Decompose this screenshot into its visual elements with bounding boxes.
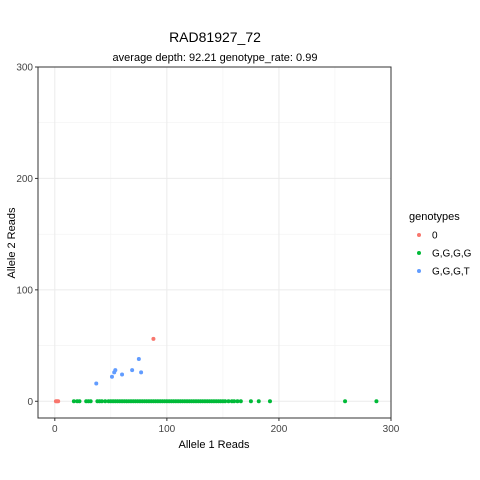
x-tick-label: 100 bbox=[159, 424, 176, 435]
data-point bbox=[120, 373, 124, 377]
legend: genotypes 0 G,G,G,G G,G,G,T bbox=[409, 211, 472, 278]
legend-title: genotypes bbox=[409, 211, 460, 223]
data-point bbox=[374, 399, 378, 403]
data-point bbox=[94, 381, 98, 385]
data-point bbox=[257, 399, 261, 403]
data-points bbox=[54, 337, 379, 403]
legend-key bbox=[417, 251, 421, 255]
data-point bbox=[343, 399, 347, 403]
x-tick-label: 300 bbox=[383, 424, 400, 435]
legend-key bbox=[417, 269, 421, 273]
legend-label: 0 bbox=[432, 231, 438, 242]
x-tick-label: 0 bbox=[52, 424, 58, 435]
data-point bbox=[56, 399, 60, 403]
chart-subtitle: average depth: 92.21 genotype_rate: 0.99 bbox=[113, 52, 318, 64]
chart-title: RAD81927_72 bbox=[169, 29, 261, 45]
data-point bbox=[113, 368, 117, 372]
plot-panel-border bbox=[38, 67, 391, 418]
data-point bbox=[249, 399, 253, 403]
data-point bbox=[77, 399, 81, 403]
grid-lines bbox=[38, 67, 391, 418]
data-point bbox=[110, 375, 114, 379]
data-point bbox=[139, 370, 143, 374]
x-tick-label: 200 bbox=[271, 424, 288, 435]
legend-key bbox=[417, 233, 421, 237]
data-point bbox=[130, 368, 134, 372]
legend-label: G,G,G,G bbox=[432, 249, 472, 260]
x-axis-label: Allele 1 Reads bbox=[179, 439, 250, 451]
data-point bbox=[151, 337, 155, 341]
y-axis-label: Allele 2 Reads bbox=[6, 207, 18, 278]
data-point bbox=[268, 399, 272, 403]
data-point bbox=[137, 357, 141, 361]
data-point bbox=[239, 399, 243, 403]
legend-label: G,G,G,T bbox=[432, 267, 470, 278]
axis-ticks: 0 100 200 300 0 100 200 300 bbox=[16, 63, 399, 436]
y-tick-label: 300 bbox=[16, 63, 33, 74]
data-point bbox=[89, 399, 93, 403]
y-tick-label: 200 bbox=[16, 174, 33, 185]
y-tick-label: 100 bbox=[16, 285, 33, 296]
y-tick-label: 0 bbox=[27, 397, 33, 408]
